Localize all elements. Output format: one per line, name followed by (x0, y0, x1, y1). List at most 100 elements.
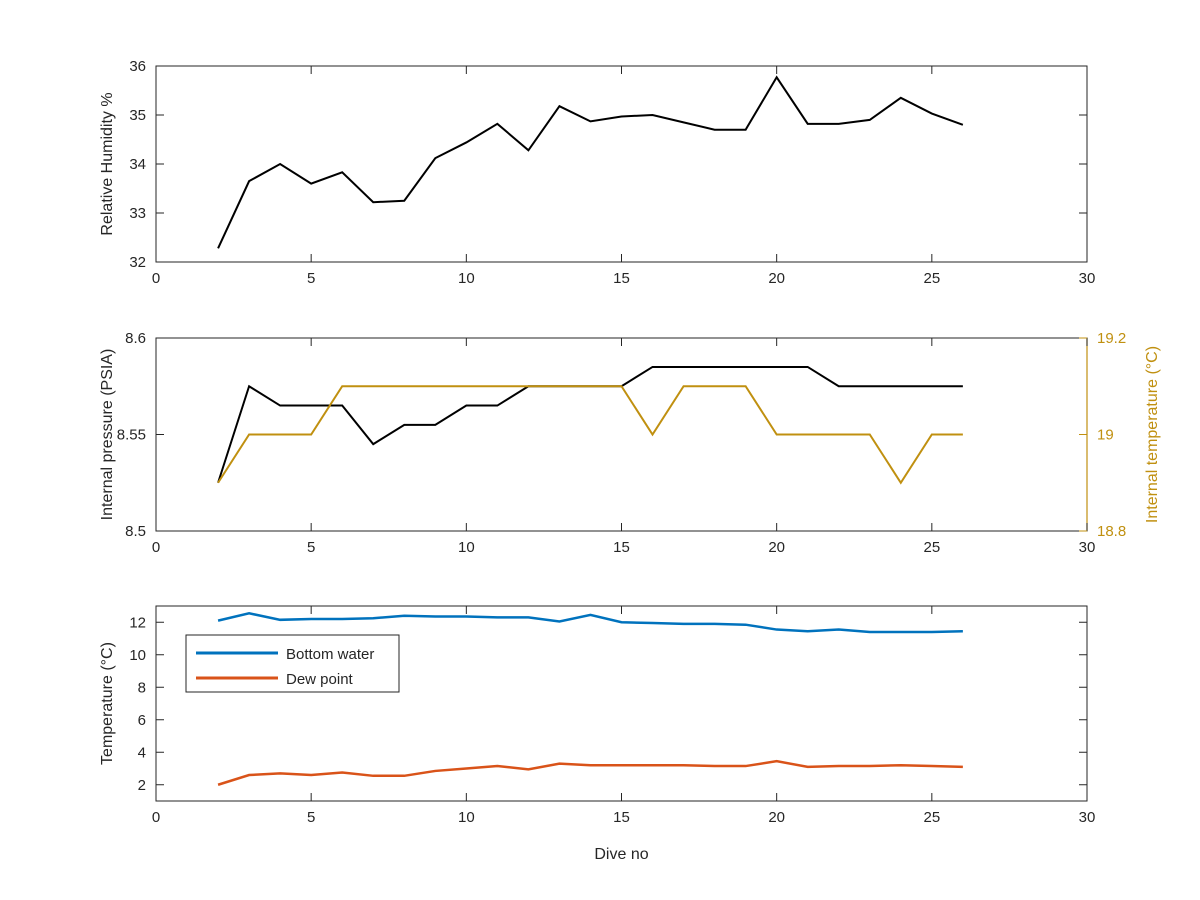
y-tick-label: 8.5 (125, 523, 146, 540)
data-point (248, 434, 250, 436)
data-point (248, 385, 250, 387)
data-point (341, 171, 343, 173)
y-tick-label: 8.6 (125, 330, 146, 347)
data-point (683, 764, 685, 766)
data-point (807, 366, 809, 368)
data-point (714, 623, 716, 625)
data-point (900, 385, 902, 387)
data-point (714, 765, 716, 767)
x-tick-label: 10 (458, 270, 475, 287)
y-tick-label: 34 (129, 156, 146, 173)
data-point (341, 385, 343, 387)
data-point (714, 385, 716, 387)
data-point (745, 366, 747, 368)
x-tick-label: 0 (152, 539, 160, 556)
data-point (621, 764, 623, 766)
data-point (465, 768, 467, 770)
x-axis-label: Dive no (594, 846, 648, 863)
data-point (683, 121, 685, 123)
data-point (900, 631, 902, 633)
data-point (745, 385, 747, 387)
x-tick-label: 25 (923, 539, 940, 556)
data-point (652, 764, 654, 766)
data-point (962, 385, 964, 387)
chart-panel-2: 0 5 10 15 20 25 30 8.5 8.55 8.6 18.8 19 19.2 Internal… (99, 330, 1161, 556)
data-point (434, 616, 436, 618)
x-tick-label: 5 (307, 270, 315, 287)
data-point (807, 630, 809, 632)
data-point (279, 434, 281, 436)
data-point (962, 766, 964, 768)
chart-panel-1: 0 5 10 15 20 25 30 32 33 34 35 36 Relative Humidity … (99, 58, 1095, 287)
data-point (838, 629, 840, 631)
data-point (869, 434, 871, 436)
y-axis-label: Temperature (°C) (99, 642, 116, 765)
data-point (372, 385, 374, 387)
data-point (776, 434, 778, 436)
data-point (745, 765, 747, 767)
data-point (496, 123, 498, 125)
data-point (496, 405, 498, 407)
data-point (558, 105, 560, 107)
y-right-tick-label: 19.2 (1097, 330, 1126, 347)
data-point (496, 616, 498, 618)
data-point (931, 765, 933, 767)
x-tick-label: 5 (307, 539, 315, 556)
data-point (714, 366, 716, 368)
x-tick-label: 15 (613, 809, 630, 826)
data-point (310, 405, 312, 407)
data-point (217, 247, 219, 249)
x-tick-label: 15 (613, 539, 630, 556)
data-point (527, 385, 529, 387)
x-tick-label: 0 (152, 270, 160, 287)
y-tick-label: 6 (138, 712, 146, 729)
data-point (527, 768, 529, 770)
data-point (745, 129, 747, 131)
data-point (589, 764, 591, 766)
data-point (465, 385, 467, 387)
data-point (434, 424, 436, 426)
data-point (589, 120, 591, 122)
legend-label: Dew point (286, 671, 354, 688)
data-point (372, 201, 374, 203)
y-right-axis-label: Internal temperature (°C) (1144, 346, 1161, 523)
data-point (745, 624, 747, 626)
data-point (807, 434, 809, 436)
data-point (589, 385, 591, 387)
data-point (279, 405, 281, 407)
y-tick-label: 8 (138, 679, 146, 696)
legend-label: Bottom water (286, 646, 374, 663)
data-point (372, 775, 374, 777)
data-point (838, 434, 840, 436)
data-point (869, 385, 871, 387)
x-tick-label: 30 (1079, 539, 1096, 556)
x-tick-label: 0 (152, 809, 160, 826)
data-point (403, 200, 405, 202)
y-tick-label: 35 (129, 107, 146, 124)
data-point (589, 614, 591, 616)
series-line-2 (217, 385, 963, 485)
x-tick-label: 20 (768, 270, 785, 287)
data-point (683, 385, 685, 387)
data-point (558, 763, 560, 765)
data-point (838, 385, 840, 387)
y-tick-label: 12 (129, 614, 146, 631)
data-point (403, 424, 405, 426)
data-point (652, 622, 654, 624)
data-point (807, 766, 809, 768)
data-point (434, 157, 436, 159)
data-point (962, 124, 964, 126)
data-point (434, 385, 436, 387)
data-point (652, 366, 654, 368)
y-tick-label: 36 (129, 58, 146, 75)
data-point (310, 618, 312, 620)
data-point (900, 482, 902, 484)
data-point (403, 385, 405, 387)
data-point (931, 385, 933, 387)
data-point (558, 385, 560, 387)
data-point (776, 760, 778, 762)
y-axis-label: Internal pressure (PSIA) (99, 349, 116, 521)
x-tick-label: 10 (458, 809, 475, 826)
data-point (372, 443, 374, 445)
